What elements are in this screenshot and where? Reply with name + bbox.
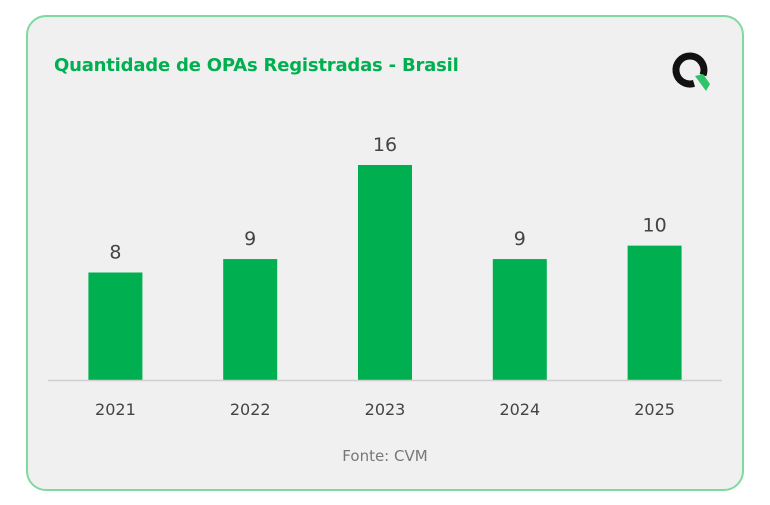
bar-2025 <box>627 245 682 380</box>
bar-2023 <box>358 165 412 380</box>
x-tick-label: 2025 <box>634 400 675 419</box>
data-label: 9 <box>244 228 256 250</box>
q-leaf-logo-icon <box>672 52 710 91</box>
x-tick-label: 2023 <box>365 400 406 419</box>
x-tick-label: 2024 <box>499 400 540 419</box>
bar-2024 <box>492 259 547 380</box>
x-tick-label: 2021 <box>95 400 136 419</box>
chart-title: Quantidade de OPAs Registradas - Brasil <box>54 55 459 76</box>
data-label: 10 <box>643 215 667 237</box>
source-note: Fonte: CVM <box>342 447 428 465</box>
bar-2021 <box>88 272 143 380</box>
data-label: 9 <box>514 228 526 250</box>
bar-2022 <box>223 259 278 380</box>
data-label: 16 <box>373 134 397 156</box>
x-tick-label: 2022 <box>230 400 271 419</box>
data-label: 8 <box>109 242 121 264</box>
